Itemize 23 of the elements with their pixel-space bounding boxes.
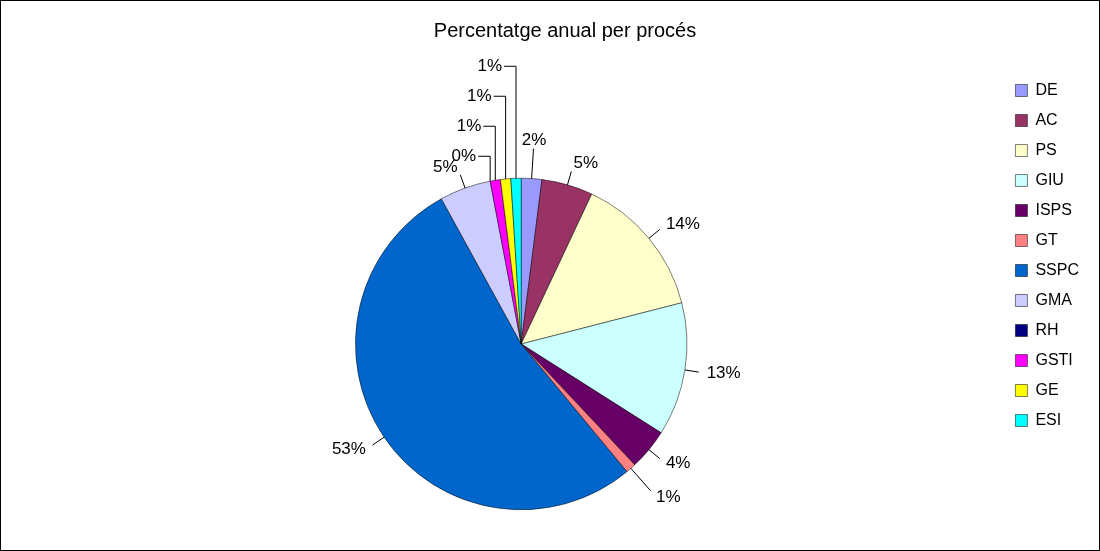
data-label: 1% [456, 115, 482, 135]
legend-label: AC [1035, 110, 1058, 128]
legend-label: RH [1035, 320, 1059, 338]
legend-label: GIU [1035, 170, 1064, 188]
data-label: 14% [665, 214, 700, 234]
legend-label: SSPC [1035, 260, 1080, 278]
data-label: 53% [331, 439, 366, 459]
legend-label: PS [1035, 140, 1057, 158]
data-label: 1% [467, 85, 492, 105]
data-label: 1% [655, 486, 681, 506]
data-label: 4% [665, 453, 691, 473]
legend-label: GT [1035, 230, 1058, 248]
legend-label: ISPS [1035, 200, 1072, 218]
legend-label: DE [1035, 80, 1058, 98]
data-label: 13% [706, 363, 741, 383]
legend-label: GMA [1035, 290, 1073, 308]
legend-label: GSTI [1035, 350, 1073, 368]
data-label: 2% [521, 130, 547, 150]
data-label: 1% [477, 55, 503, 75]
chart-title: Percentatge anual per procés [433, 18, 697, 41]
legend-label: GE [1035, 380, 1059, 398]
data-label: 5% [573, 153, 599, 173]
legend-label: ESI [1035, 410, 1062, 428]
